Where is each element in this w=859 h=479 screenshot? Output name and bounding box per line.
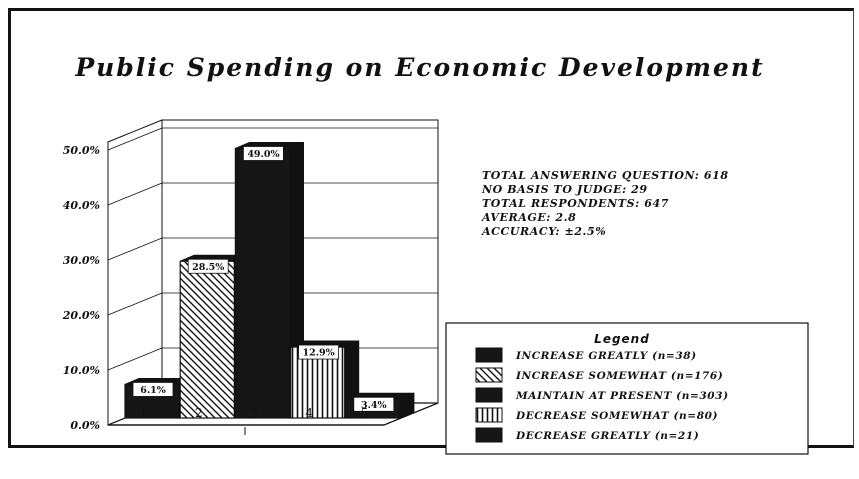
y-tick-label: 20.0% (62, 309, 100, 322)
floor-edge (383, 402, 439, 426)
stat-no-basis: NO BASIS TO JUDGE: 29 (481, 183, 648, 196)
legend-swatch (475, 427, 503, 443)
gridline (107, 292, 163, 316)
data-label-box (242, 146, 284, 161)
legend-label: DECREASE GREATLY (n=21) (515, 430, 699, 442)
y-tick-label: 50.0% (63, 144, 100, 157)
legend-swatch (475, 387, 503, 403)
legend-items: INCREASE GREATLY (n=38) INCREASE SOMEWHAT… (475, 347, 729, 443)
legend-label: MAINTAIN AT PRESENT (n=303) (515, 390, 729, 402)
x-tick-label: 5 (361, 406, 369, 420)
data-label: 49.0% (247, 149, 279, 160)
gridline (107, 237, 163, 261)
x-tick-label: 4 (305, 406, 313, 420)
x-tick-label: 1 (140, 406, 148, 420)
bar (179, 260, 235, 419)
chart-frame (8, 8, 854, 448)
y-tick-label: 10.0% (63, 364, 100, 377)
data-label: 28.5% (192, 262, 224, 273)
data-label-box (353, 396, 395, 412)
legend-swatch (475, 347, 503, 363)
data-label-box (132, 382, 174, 397)
legend-title: Legend (594, 332, 650, 346)
stat-accuracy: ACCURACY: ±2.5% (481, 225, 606, 238)
legend-label: DECREASE SOMEWHAT (n=80) (515, 410, 718, 422)
bars-layer: 6.1% 1 28.5% 2 49.0% 3 12.9% 4 3.4%5 (108, 141, 439, 435)
y-tick-label: 0.0% (70, 419, 100, 432)
bar (234, 147, 291, 419)
legend: Legend INCREASE GREATLY (n=38) INCREASE S… (445, 322, 809, 455)
stat-total-respondents: TOTAL RESPONDENTS: 647 (482, 197, 669, 210)
chart-title: Public Spending on Economic Development (74, 53, 764, 82)
y-tick-label: 40.0% (63, 199, 100, 212)
legend-box (445, 322, 809, 455)
gridline (107, 347, 163, 371)
x-tick-label: 2 (195, 406, 203, 420)
data-label-box (298, 344, 340, 360)
gridline (107, 127, 163, 151)
stat-average: AVERAGE: 2.8 (481, 211, 576, 224)
legend-swatch (475, 407, 503, 423)
x-tick-label: 3 (250, 406, 258, 420)
data-label: 12.9% (303, 348, 335, 359)
data-label: 3.4% (361, 400, 387, 411)
legend-swatch (475, 367, 503, 383)
stats-block: TOTAL ANSWERING QUESTION: 618 NO BASIS T… (481, 169, 729, 238)
y-tick-label: 30.0% (63, 254, 100, 267)
legend-label: INCREASE GREATLY (n=38) (515, 350, 697, 362)
data-label: 6.1% (140, 385, 166, 396)
stat-total-answering: TOTAL ANSWERING QUESTION: 618 (482, 169, 729, 182)
data-label-box (187, 258, 229, 274)
gridline (107, 182, 163, 206)
legend-label: INCREASE SOMEWHAT (n=176) (515, 370, 723, 382)
